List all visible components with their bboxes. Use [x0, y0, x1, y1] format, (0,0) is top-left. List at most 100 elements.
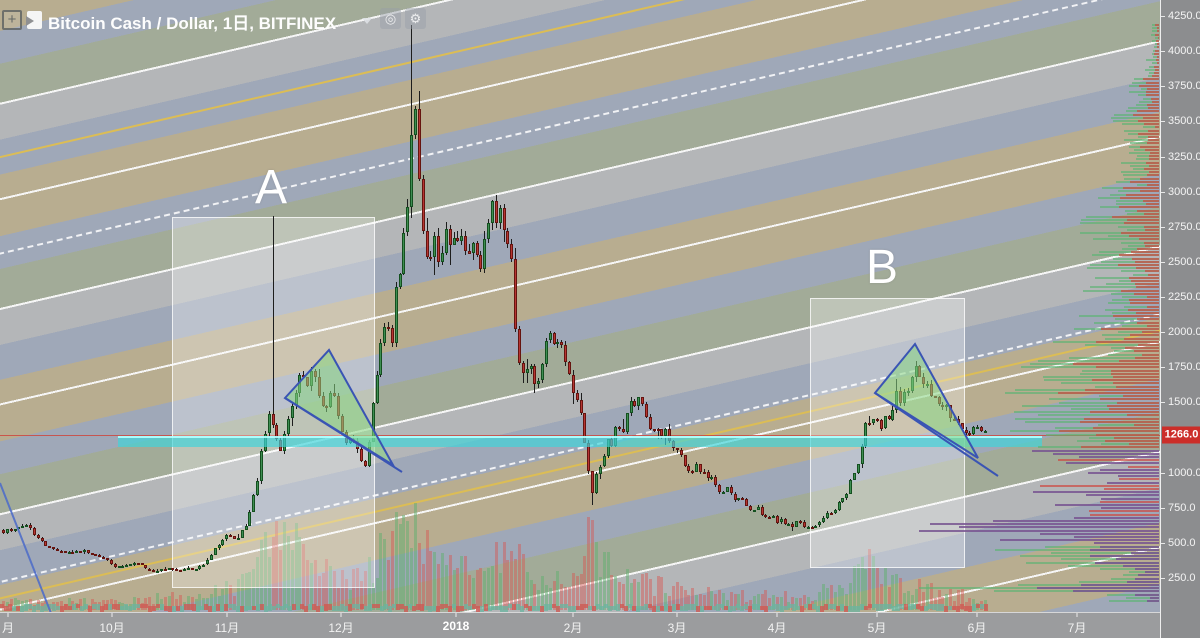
volume-bar [340, 570, 344, 610]
profile-row-sell [1150, 152, 1159, 154]
symbol-title-bar[interactable]: + Bitcoin Cash / Dollar, 1日, BITFINEX ◎ … [0, 8, 460, 34]
circle-button-icon[interactable]: ◎ [380, 8, 401, 29]
volume-base-segment [708, 606, 712, 610]
volume-base-segment [316, 606, 320, 613]
volume-bar [702, 595, 706, 610]
volume-bar [760, 594, 764, 610]
volume-bar [467, 574, 471, 610]
volume-base-segment [392, 604, 396, 608]
volume-bar [517, 543, 521, 610]
candle-body [375, 374, 379, 404]
volume-base-segment [364, 606, 368, 611]
candle-body [602, 456, 606, 467]
volume-bar [67, 597, 71, 610]
symbol-title[interactable]: Bitcoin Cash / Dollar, 1日, BITFINEX [48, 14, 337, 33]
profile-row [1093, 238, 1159, 241]
candle-wick [388, 321, 389, 332]
candle-body [718, 485, 722, 493]
profile-row-sell [1144, 212, 1159, 215]
candle-wick [869, 415, 871, 426]
volume-base-segment [668, 606, 672, 613]
add-compare-icon[interactable]: + [2, 10, 22, 30]
candle-wick [187, 565, 189, 570]
volume-base-segment [724, 606, 728, 610]
volume-base-segment [732, 606, 736, 611]
left-trendline[interactable] [0, 482, 57, 627]
volume-base-segment [824, 604, 828, 610]
profile-row-sell [1146, 94, 1159, 97]
profile-row-sell [1148, 107, 1159, 110]
candle-body [979, 426, 983, 432]
support-zone-band[interactable] [118, 438, 1042, 447]
price-tick-label: 500.0 [1168, 536, 1196, 549]
price-tick-mark [1161, 156, 1165, 158]
gear-button-icon[interactable]: ⚙ [405, 8, 426, 29]
candle-body [248, 511, 252, 526]
pennant-breakline-a[interactable] [284, 397, 403, 473]
volume-base-segment [700, 606, 704, 613]
volume-base-segment [672, 604, 676, 611]
volume-base-segment [148, 606, 152, 612]
candle-body [883, 416, 887, 429]
volume-bar [464, 556, 467, 610]
profile-row-sell [1130, 251, 1159, 254]
highlight-rect-b[interactable] [810, 298, 965, 568]
volume-bar [733, 594, 737, 610]
profile-row [1100, 468, 1159, 471]
profile-row-sell [1111, 369, 1159, 372]
volume-bar [229, 584, 233, 610]
volume-bar [645, 572, 648, 610]
profile-row-sell [1111, 372, 1159, 375]
volume-base-segment [384, 604, 388, 609]
volume-base-segment [748, 606, 752, 612]
volume-bar [864, 569, 868, 610]
pennant-breakline-b[interactable] [874, 392, 999, 477]
volume-base-segment [528, 606, 532, 611]
profile-row-sell [1134, 577, 1159, 580]
profile-row-sell [1037, 587, 1159, 590]
candle-body [783, 519, 787, 525]
volume-bar [887, 587, 891, 610]
profile-row-sell [1136, 312, 1159, 314]
volume-bar [953, 600, 956, 610]
profile-row-sell [1123, 564, 1159, 567]
pennant-triangle-b[interactable] [873, 342, 979, 459]
candle-wick [468, 243, 470, 255]
profile-row-sell [1144, 168, 1159, 170]
chevron-down-icon[interactable] [362, 18, 372, 24]
price-tick-label: 3000.0 [1168, 185, 1200, 198]
volume-base-segment [184, 604, 188, 610]
volume-bar [529, 579, 533, 610]
candle-body [2, 530, 5, 533]
volume-base-segment [128, 606, 132, 611]
volume-bar [17, 599, 21, 610]
support-zone-top-line[interactable] [118, 436, 1042, 438]
profile-row [1100, 500, 1159, 503]
volume-base-segment [452, 604, 456, 608]
profile-row-sell [1153, 72, 1159, 74]
profile-row-sell [1090, 555, 1159, 558]
volume-bar [675, 582, 679, 610]
volume-bar [13, 597, 17, 610]
volume-base-segment [972, 604, 976, 611]
price-axis[interactable]: 4250.0 4000.0 3750.0 3500.0 3250.0 3000.0 2750… [1160, 0, 1200, 638]
candle-body [40, 537, 44, 542]
time-tick-mark [340, 613, 342, 617]
profile-row [1108, 600, 1159, 602]
volume-base-segment [768, 606, 772, 610]
candle-body [175, 568, 179, 571]
label-letter-b[interactable]: B [866, 241, 900, 294]
time-axis[interactable]: 月 10月 11月 12月 2018 2月 3月 4月 5月 6月 7月 [0, 612, 1160, 638]
volume-bar [833, 592, 837, 610]
label-letter-a[interactable]: A [255, 161, 289, 214]
profile-row-sell [1126, 580, 1159, 583]
profile-row-sell [1059, 430, 1159, 433]
candle-body [833, 510, 837, 514]
volume-base-segment [684, 604, 688, 611]
profile-row-sell [1157, 36, 1159, 39]
profile-row-sell [1156, 56, 1159, 58]
profile-row-sell [1154, 126, 1159, 129]
volume-bar [822, 583, 826, 610]
volume-base-segment [376, 604, 380, 608]
